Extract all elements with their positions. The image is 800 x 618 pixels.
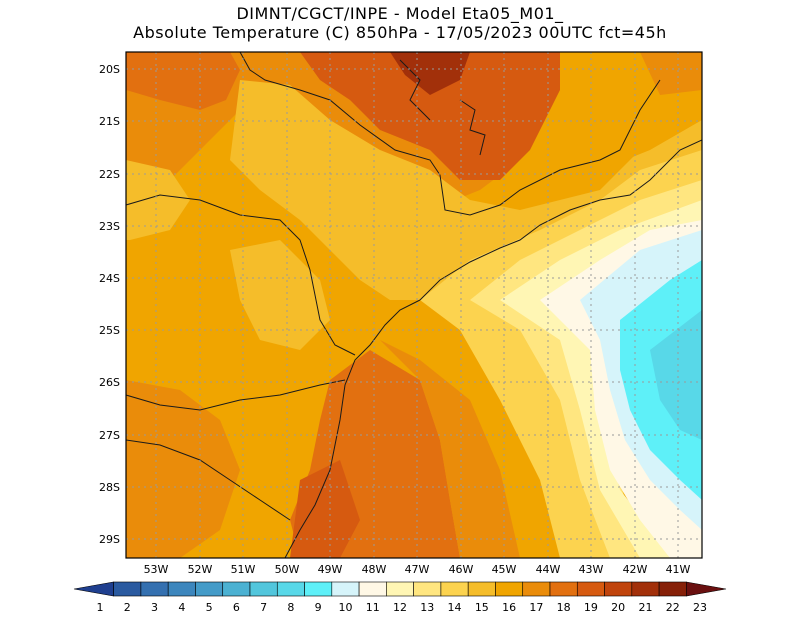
lat-label: 23S bbox=[99, 220, 120, 233]
lon-label: 42W bbox=[623, 563, 648, 576]
colorbar-label: 4 bbox=[178, 601, 185, 614]
colorbar-label: 12 bbox=[393, 601, 407, 614]
lon-label: 49W bbox=[318, 563, 343, 576]
coastline-south bbox=[284, 299, 421, 558]
colorbar-right-arrow bbox=[686, 581, 727, 597]
colorbar-label: 3 bbox=[151, 601, 158, 614]
colorbar-label: 19 bbox=[584, 601, 598, 614]
field-band-21 bbox=[390, 52, 470, 95]
state-border-central bbox=[126, 194, 356, 356]
colorbar-swatch bbox=[413, 581, 442, 597]
field-band-18-nw bbox=[126, 52, 240, 110]
colorbar-swatch bbox=[386, 581, 414, 597]
lat-label: 21S bbox=[99, 115, 120, 128]
field-band-17-ne bbox=[640, 52, 702, 95]
chart-title-line1: DIMNT/CGCT/INPE - Model Eta05_M01_ bbox=[236, 4, 564, 23]
lon-label: 41W bbox=[666, 563, 691, 576]
field-band-17-s bbox=[380, 340, 520, 558]
lat-label: 20S bbox=[99, 63, 120, 76]
colorbar-label: 2 bbox=[124, 601, 131, 614]
lat-label: 29S bbox=[99, 533, 120, 546]
colorbar-label: 21 bbox=[638, 601, 652, 614]
lat-label: 22S bbox=[99, 168, 120, 181]
colorbar-label: 18 bbox=[557, 601, 571, 614]
colorbar-swatch bbox=[140, 581, 169, 597]
chart-title-line2: Absolute Temperature (C) 850hPa - 17/05/… bbox=[133, 23, 667, 42]
lon-label: 46W bbox=[449, 563, 474, 576]
colorbar-swatch bbox=[331, 581, 360, 597]
field-band-15-nw bbox=[126, 160, 190, 240]
colorbar-label: 15 bbox=[475, 601, 489, 614]
colorbar-label: 17 bbox=[529, 601, 543, 614]
colorbar-label: 10 bbox=[338, 601, 352, 614]
colorbar-label: 14 bbox=[448, 601, 462, 614]
lon-label: 52W bbox=[188, 563, 213, 576]
colorbar-label: 23 bbox=[693, 601, 707, 614]
reservoir-outline bbox=[459, 99, 486, 156]
colorbar-swatch bbox=[249, 581, 278, 597]
colorbar-swatch bbox=[222, 581, 251, 597]
lon-label: 51W bbox=[231, 563, 256, 576]
lat-label: 27S bbox=[99, 429, 120, 442]
gridlines bbox=[126, 52, 702, 558]
lat-label: 28S bbox=[99, 481, 120, 494]
coastline-borders bbox=[126, 52, 702, 558]
colorbar-label: 6 bbox=[233, 601, 240, 614]
lon-label: 50W bbox=[275, 563, 300, 576]
colorbar-left-arrow bbox=[73, 581, 114, 597]
colorbar-label: 9 bbox=[315, 601, 322, 614]
colorbar-swatch bbox=[495, 581, 524, 597]
colorbar-swatch bbox=[276, 581, 305, 597]
field-band-8 bbox=[650, 310, 702, 440]
colorbar-swatch bbox=[113, 581, 142, 597]
colorbar-label: 8 bbox=[287, 601, 294, 614]
colorbar-label: 22 bbox=[666, 601, 680, 614]
field-band-17-sw bbox=[126, 380, 240, 558]
lon-label: 47W bbox=[405, 563, 430, 576]
lat-label: 24S bbox=[99, 272, 120, 285]
colorbar-swatch bbox=[467, 581, 496, 597]
colorbar-label: 13 bbox=[420, 601, 434, 614]
field-band-15 bbox=[230, 80, 702, 300]
colorbar-label: 1 bbox=[97, 601, 104, 614]
colorbar-swatch bbox=[576, 581, 605, 597]
temperature-field bbox=[126, 52, 702, 558]
lat-label: 26S bbox=[99, 376, 120, 389]
lat-axis: 20S 21S 22S 23S 24S 25S 26S 27S 28S 29S bbox=[99, 63, 120, 546]
colorbar-label: 16 bbox=[502, 601, 516, 614]
colorbar-label: 7 bbox=[260, 601, 267, 614]
colorbar: 1 2 3 4 5 6 7 8 9 10 11 12 13 14 15 16 17 18 19 20 21 22 23 bbox=[73, 581, 727, 614]
field-band-19 bbox=[300, 52, 560, 180]
colorbar-label: 20 bbox=[611, 601, 625, 614]
lon-label: 43W bbox=[579, 563, 604, 576]
colorbar-label: 5 bbox=[206, 601, 213, 614]
lon-label: 53W bbox=[144, 563, 169, 576]
country-border bbox=[126, 439, 291, 521]
river-outline bbox=[399, 59, 431, 121]
lon-label: 48W bbox=[362, 563, 387, 576]
plot-frame bbox=[125, 51, 703, 559]
colorbar-swatch bbox=[658, 581, 687, 597]
colorbar-swatch bbox=[304, 581, 333, 597]
coastline-north bbox=[419, 139, 702, 301]
field-band-15-w bbox=[230, 240, 330, 350]
colorbar-swatch bbox=[522, 581, 551, 597]
lon-label: 45W bbox=[492, 563, 517, 576]
colorbar-swatch bbox=[195, 581, 224, 597]
state-border-south bbox=[126, 379, 346, 411]
field-band-19-s bbox=[290, 460, 360, 558]
state-border-north bbox=[239, 52, 661, 216]
colorbar-swatch bbox=[549, 581, 578, 597]
colorbar-swatch bbox=[631, 581, 660, 597]
colorbar-label: 11 bbox=[366, 601, 380, 614]
colorbar-swatch bbox=[604, 581, 633, 597]
lon-label: 44W bbox=[536, 563, 561, 576]
colorbar-swatch bbox=[440, 581, 469, 597]
lon-axis: 53W 52W 51W 50W 49W 48W 47W 46W 45W 44W … bbox=[144, 563, 691, 576]
colorbar-swatch bbox=[167, 581, 196, 597]
lat-label: 25S bbox=[99, 324, 120, 337]
colorbar-swatch bbox=[358, 581, 387, 597]
